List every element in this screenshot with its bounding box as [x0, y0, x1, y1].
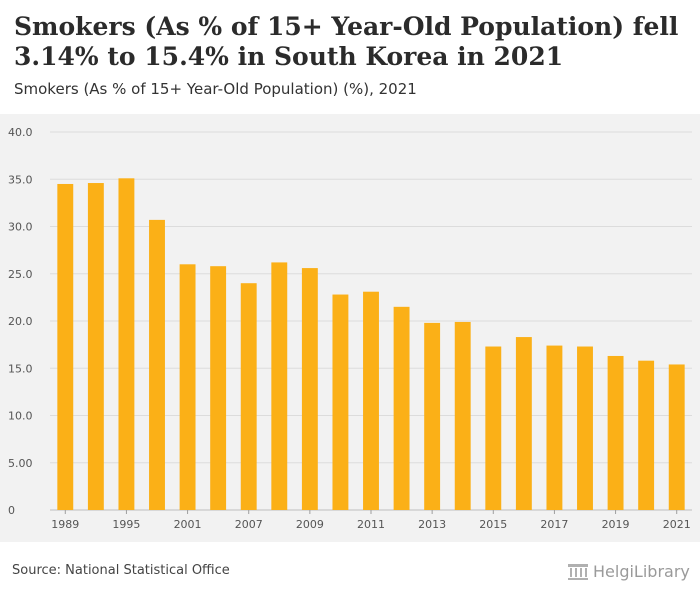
bar	[424, 322, 441, 510]
x-tick-label: 2019	[602, 518, 630, 531]
source-note: Source: National Statistical Office	[12, 563, 230, 578]
x-tick-label: 2017	[540, 518, 568, 531]
y-tick-label: 40.0	[8, 126, 33, 139]
x-tick-label: 2021	[663, 518, 691, 531]
chart-subtitle: Smokers (As % of 15+ Year-Old Population…	[14, 80, 417, 98]
y-tick-label: 5.00	[8, 457, 33, 470]
x-tick-label: 2015	[479, 518, 507, 531]
bar	[393, 306, 410, 510]
bar	[607, 355, 624, 510]
bar	[57, 183, 74, 510]
y-tick-label: 30.0	[8, 221, 33, 234]
x-tick-label: 2009	[296, 518, 324, 531]
bar	[149, 219, 165, 510]
x-tick-label: 2001	[174, 518, 202, 531]
bar	[301, 268, 318, 510]
bar	[118, 178, 135, 510]
bar	[638, 360, 655, 510]
bar-chart: 0 5.00 10.0 15.0 20.0 25.0 30.0 35.0 40.0 1989 199…	[8, 126, 692, 531]
x-tick-label: 1995	[112, 518, 140, 531]
bar	[210, 266, 227, 510]
y-tick-label: 35.0	[8, 173, 33, 186]
x-tick-label: 2007	[235, 518, 263, 531]
y-tick-label: 25.0	[8, 268, 33, 281]
chart-title: Smokers (As % of 15+ Year-Old Population…	[14, 12, 679, 71]
bar	[485, 346, 502, 510]
bar	[546, 345, 563, 510]
helgi-library-logo: HelgiLibrary	[567, 562, 690, 581]
bar	[454, 321, 471, 510]
bar	[332, 294, 349, 510]
bar	[515, 337, 532, 510]
bar	[87, 183, 104, 510]
library-columns-icon	[568, 563, 588, 580]
bar	[577, 346, 593, 510]
bar	[271, 262, 288, 510]
x-tick-label: 2013	[418, 518, 446, 531]
bar	[179, 264, 196, 510]
y-tick-label: 20.0	[8, 315, 33, 328]
x-tick-label: 1989	[51, 518, 79, 531]
y-tick-label: 15.0	[8, 362, 33, 375]
bar	[240, 283, 257, 510]
bar	[363, 291, 379, 510]
x-tick-label: 2011	[357, 518, 385, 531]
bar	[668, 364, 685, 510]
y-tick-label: 0	[8, 504, 15, 517]
y-tick-label: 10.0	[8, 410, 33, 423]
logo-text: HelgiLibrary	[593, 562, 690, 581]
